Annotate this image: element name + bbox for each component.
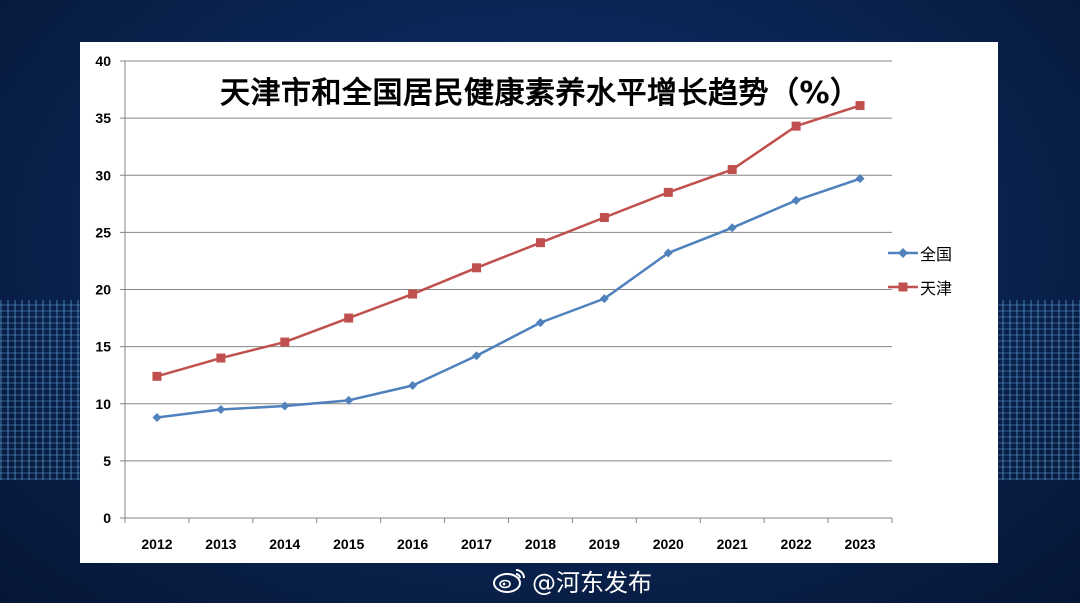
data-point-tianjin: [472, 263, 482, 273]
x-tick-label: 2023: [844, 536, 875, 552]
legend-item-tianjin: 天津: [888, 276, 952, 298]
series-line-national: [156, 177, 861, 419]
data-point-tianjin: [280, 337, 290, 347]
watermark: @河东发布: [492, 563, 652, 597]
data-point-national: [855, 174, 865, 184]
y-tick-label: 5: [103, 453, 111, 469]
legend-marker-national: [888, 248, 918, 258]
data-point-tianjin: [727, 165, 737, 175]
data-point-tianjin: [791, 121, 801, 131]
data-point-tianjin: [535, 238, 545, 248]
y-tick-label: 15: [95, 339, 111, 355]
y-tick-label: 25: [95, 224, 111, 240]
y-tick-label: 40: [95, 53, 111, 69]
data-point-national: [344, 395, 354, 405]
x-tick-label: 2018: [525, 536, 556, 552]
data-point-national: [727, 223, 737, 233]
legend-label-tianjin: 天津: [920, 279, 953, 298]
y-tick-label: 0: [103, 510, 111, 526]
y-tick-label: 30: [95, 167, 111, 183]
data-point-national: [599, 294, 609, 304]
data-point-national: [663, 248, 673, 258]
y-tick-label: 35: [95, 110, 111, 126]
weibo-icon: [493, 569, 525, 593]
x-tick-label: 2020: [653, 536, 684, 552]
x-tick-label: 2012: [141, 536, 172, 552]
data-point-national: [791, 195, 801, 205]
x-tick-label: 2021: [717, 536, 748, 552]
data-point-tianjin: [599, 213, 609, 223]
data-point-tianjin: [344, 313, 354, 323]
x-tick-label: 2016: [397, 536, 428, 552]
x-tick-label: 2022: [781, 536, 812, 552]
data-point-tianjin: [408, 289, 418, 299]
data-point-tianjin: [663, 187, 673, 197]
data-point-national: [152, 412, 162, 422]
data-point-tianjin: [855, 101, 865, 111]
x-tick-label: 2013: [205, 536, 236, 552]
legend-item-national: 全国: [888, 242, 952, 264]
y-tick-label: 10: [95, 396, 111, 412]
data-point-tianjin: [152, 371, 162, 381]
data-point-national: [535, 318, 545, 328]
series-line-tianjin: [156, 104, 861, 378]
data-point-national: [472, 351, 482, 361]
chart-slide: 0 5 10 15 20 25 30 35 40 2012 2013 2014 2015 2016 2017…: [80, 42, 998, 563]
legend-marker-tianjin: [888, 282, 918, 292]
watermark-text: @河东发布: [532, 568, 652, 597]
x-tick-label: 2015: [333, 536, 364, 552]
chart-legend: 全国 天津: [888, 242, 952, 310]
data-point-national: [280, 401, 290, 411]
chart-title: 天津市和全国居民健康素养水平增长趋势（%）: [220, 76, 861, 111]
line-chart: 0 5 10 15 20 25 30 35 40 2012 2013 2014 2015 2016 2017…: [95, 53, 893, 552]
legend-label-national: 全国: [920, 245, 953, 264]
x-tick-label: 2017: [461, 536, 492, 552]
data-point-tianjin: [216, 353, 226, 363]
data-point-national: [408, 380, 418, 390]
y-tick-label: 20: [95, 282, 111, 298]
data-point-national: [216, 404, 226, 414]
x-tick-label: 2014: [269, 536, 300, 552]
x-tick-label: 2019: [589, 536, 620, 552]
